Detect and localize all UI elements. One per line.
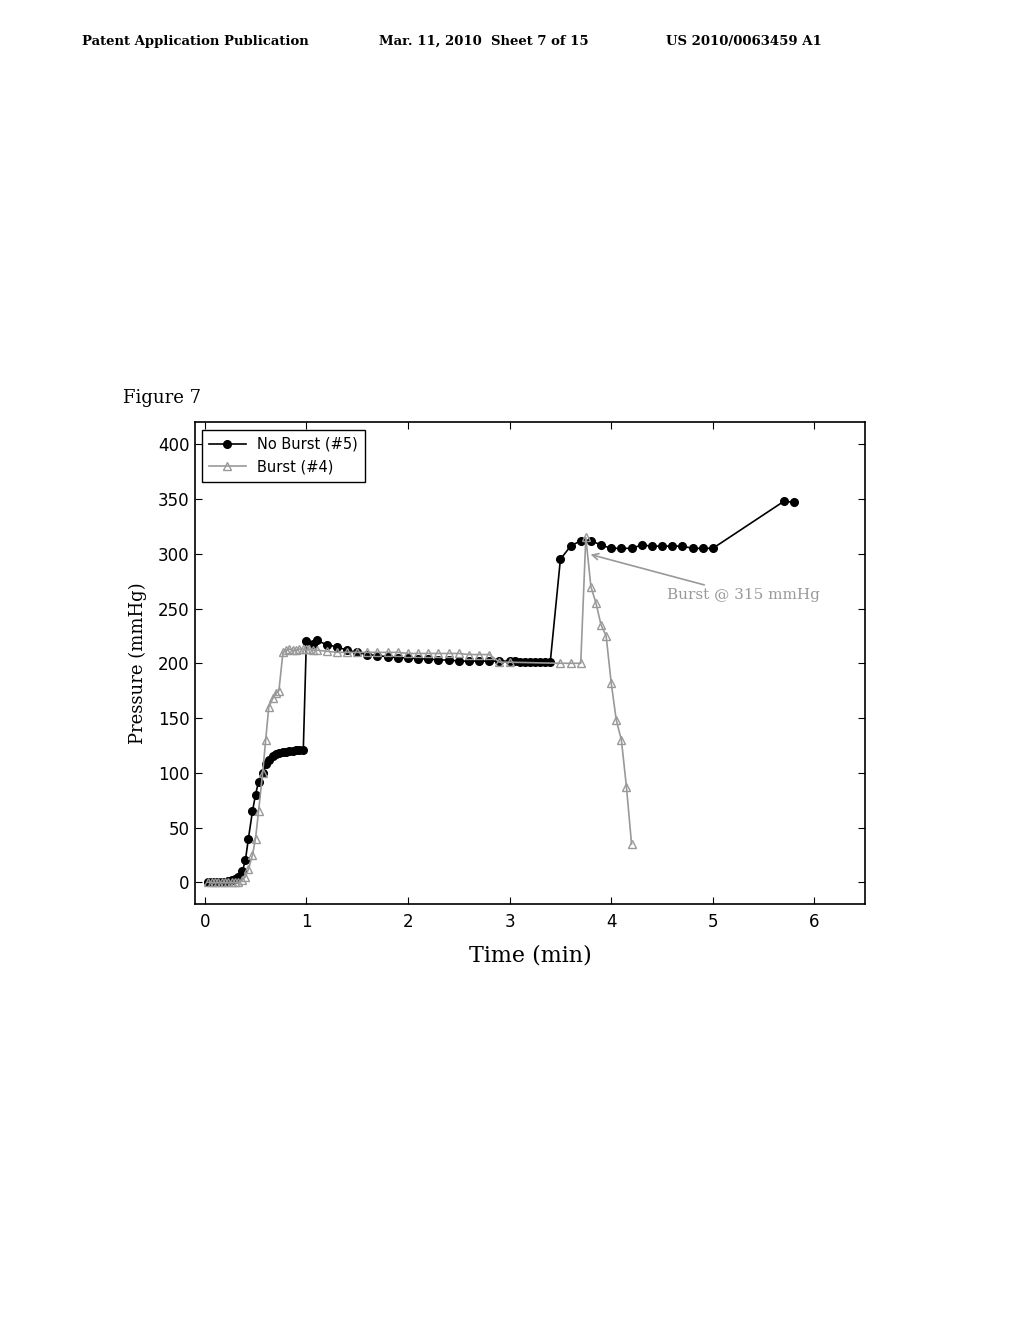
- No Burst (#5): [253, 774, 265, 789]
- Text: Patent Application Publication: Patent Application Publication: [82, 34, 308, 48]
- Burst (#4): [293, 642, 305, 657]
- No Burst (#5): [788, 495, 801, 511]
- No Burst (#5): [310, 632, 323, 648]
- No Burst (#5): [778, 494, 791, 510]
- Burst (#4): [202, 874, 214, 890]
- Y-axis label: Pressure (mmHg): Pressure (mmHg): [129, 582, 147, 744]
- Burst (#4): [615, 733, 628, 748]
- No Burst (#5): [290, 742, 302, 758]
- Text: Figure 7: Figure 7: [123, 388, 201, 407]
- Burst (#4): [585, 578, 597, 594]
- Line: Burst (#4): Burst (#4): [204, 533, 635, 886]
- No Burst (#5): [287, 743, 299, 759]
- Text: Mar. 11, 2010  Sheet 7 of 15: Mar. 11, 2010 Sheet 7 of 15: [379, 34, 589, 48]
- Text: US 2010/0063459 A1: US 2010/0063459 A1: [666, 34, 821, 48]
- Burst (#4): [580, 529, 592, 545]
- Line: No Burst (#5): No Burst (#5): [204, 498, 798, 886]
- X-axis label: Time (min): Time (min): [469, 944, 591, 966]
- Legend: No Burst (#5), Burst (#4): No Burst (#5), Burst (#4): [202, 430, 366, 482]
- No Burst (#5): [422, 651, 434, 667]
- Burst (#4): [321, 643, 333, 659]
- Text: Burst @ 315 mmHg: Burst @ 315 mmHg: [592, 553, 820, 602]
- No Burst (#5): [202, 874, 214, 890]
- No Burst (#5): [331, 639, 343, 655]
- Burst (#4): [266, 690, 279, 706]
- Burst (#4): [626, 836, 638, 851]
- Burst (#4): [253, 803, 265, 818]
